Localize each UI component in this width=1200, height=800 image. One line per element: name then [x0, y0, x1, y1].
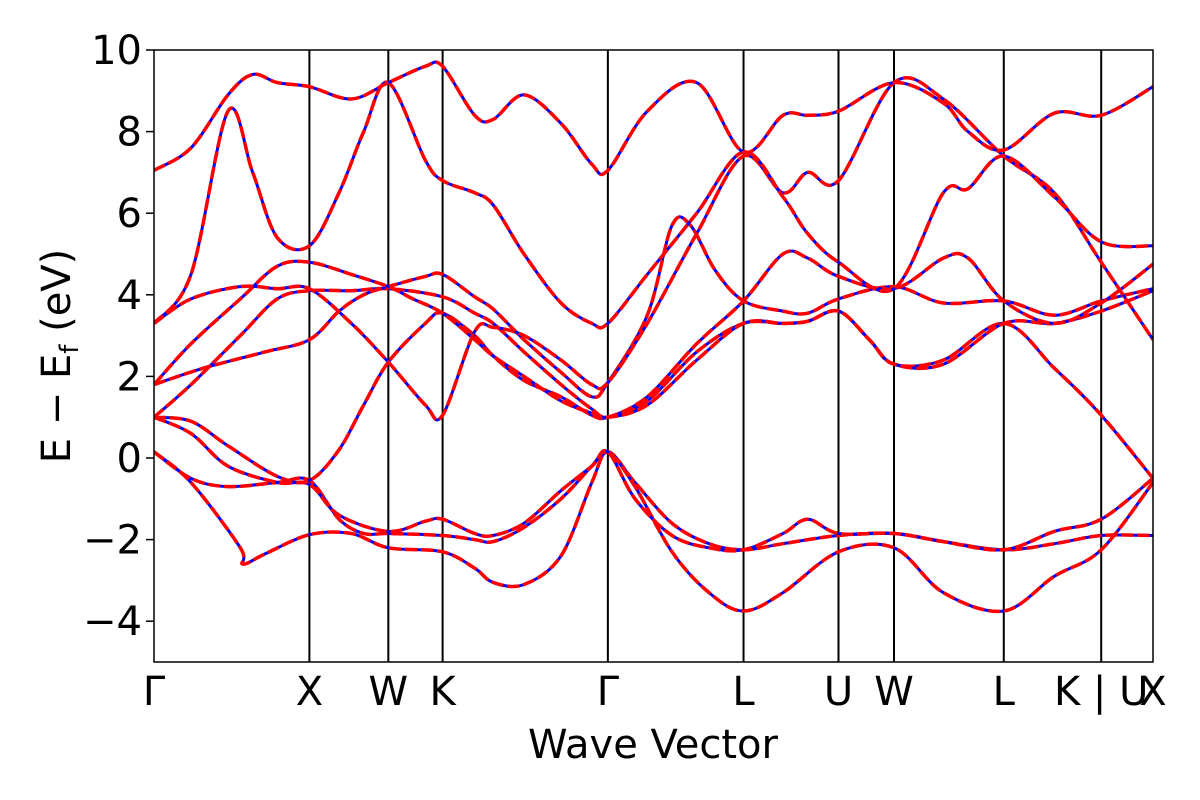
y-tick-label: 4 [117, 273, 142, 319]
y-tick-label: 8 [117, 110, 142, 156]
x-tick-label: W [874, 669, 914, 715]
x-tick-label: L [732, 669, 755, 715]
y-axis-ticks: −4 −2 0 2 4 6 8 10 [83, 28, 154, 645]
x-tick-label: X [1139, 669, 1166, 715]
plot-background [154, 50, 1153, 662]
y-tick-label: −2 [83, 518, 142, 564]
x-axis-title: Wave Vector [528, 722, 779, 768]
x-tick-label: K | U [1054, 669, 1148, 715]
x-tick-label: Γ [143, 669, 166, 715]
band-line [154, 415, 1153, 553]
y-tick-label: 2 [117, 354, 142, 400]
band-lines [154, 60, 1153, 614]
band-line [154, 249, 1153, 420]
plot-frame [153, 49, 1154, 663]
high-symmetry-lines [308, 50, 1103, 662]
y-tick-label: 10 [91, 28, 142, 74]
x-tick-label: L [993, 669, 1016, 715]
x-tick-label: K [429, 669, 457, 715]
x-tick-label: W [369, 669, 409, 715]
y-tick-label: 6 [117, 191, 142, 237]
x-tick-label: Γ [597, 669, 620, 715]
band-line [154, 80, 1153, 330]
x-tick-label: X [296, 669, 323, 715]
y-tick-label: −4 [83, 599, 142, 645]
band-line [154, 76, 1153, 422]
y-axis-title: E − Ef (eV) [34, 249, 85, 464]
x-tick-label: U [824, 669, 853, 715]
y-tick-label: 0 [117, 436, 142, 482]
band-line [154, 60, 1153, 177]
